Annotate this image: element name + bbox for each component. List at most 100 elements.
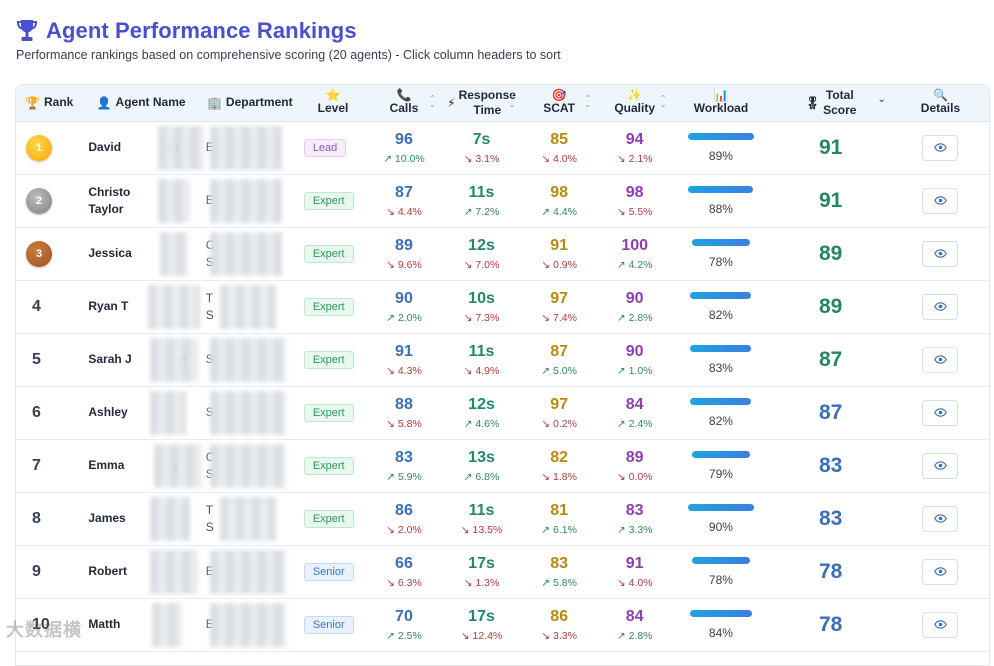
agent-name-second: Taylor (88, 201, 124, 216)
response-cell: 10s ↘ 7.3% (441, 280, 522, 334)
response-delta: ↘ 7.0% (442, 258, 522, 272)
table-row: 9 Robert E Senior 66 ↘ 6.3% 17s ↘ 1.3% 8… (16, 545, 989, 599)
level-cell: Expert (299, 439, 367, 493)
th-level-label: Level (317, 101, 349, 116)
quality-value: 84 (625, 395, 644, 413)
th-level[interactable]: ⭐ Level (299, 85, 367, 122)
redaction-blur (148, 284, 201, 329)
phone-icon: 📞 (396, 88, 412, 103)
quality-delta: ↗ 2.4% (597, 417, 673, 431)
th-agent-name[interactable]: 👤 Agent Name (82, 85, 200, 122)
view-details-button[interactable] (922, 187, 959, 214)
agent-name-first: James (88, 511, 126, 525)
scat-cell: 82 ↘ 1.8% (521, 439, 597, 493)
quality-value: 83 (625, 501, 644, 519)
th-total-score[interactable]: 🎖 Total Score ⌄ (769, 85, 892, 122)
details-cell (891, 280, 989, 334)
response-delta: ↘ 1.3% (442, 576, 522, 590)
quality-cell: 94 ↘ 2.1% (596, 121, 673, 175)
scat-delta: ↗ 5.8% (521, 576, 597, 590)
details-cell (891, 333, 989, 387)
table-row: 2 Christo Taylor E Expert 87 ↘ 4.4% 11s … (16, 174, 989, 228)
trend-up-icon: ↗ (386, 470, 395, 483)
calls-delta: ↘ 4.3% (366, 364, 442, 378)
view-details-button[interactable] (922, 134, 959, 161)
view-details-button[interactable] (922, 399, 959, 426)
th-rank[interactable]: 🏆 Rank (16, 85, 83, 122)
th-workload[interactable]: 📊 Workload (672, 85, 770, 122)
scat-cell: 97 ↘ 0.2% (521, 386, 597, 440)
scat-delta-value: 5.0% (553, 364, 577, 377)
scat-value: 97 (550, 289, 569, 307)
workload-cell: 83% (672, 333, 770, 387)
table-body: 1 Davidez E Lead 96 ↗ 10.0% 7s ↘ 3.1% 85… (16, 121, 989, 652)
quality-delta-value: 2.8% (628, 629, 653, 642)
redaction-blur (219, 496, 276, 541)
eye-icon (934, 408, 947, 417)
response-cell: 12s ↗ 4.6% (441, 386, 522, 440)
trend-down-icon: ↘ (541, 417, 551, 430)
scat-delta-value: 0.2% (553, 417, 577, 430)
view-details-button[interactable] (922, 611, 959, 638)
redaction-blur (160, 231, 189, 276)
workload-value: 79% (708, 466, 733, 481)
rank-medal-icon: 1 (26, 134, 52, 161)
level-cell: Lead (299, 121, 367, 175)
workload-cell: 89% (672, 121, 770, 175)
view-details-button[interactable] (922, 240, 959, 267)
th-agent-name-label: Agent Name (115, 95, 186, 110)
th-quality[interactable]: ✨ Quality ⌃ ⌄ (596, 85, 673, 122)
calls-cell: 83 ↗ 5.9% (366, 439, 442, 493)
quality-value: 90 (625, 289, 644, 307)
th-scat-label: SCAT (543, 101, 575, 116)
th-calls[interactable]: 📞 Calls ⌃ ⌄ (366, 85, 442, 122)
calls-value: 88 (395, 395, 413, 413)
th-department[interactable]: 🏢 Department (199, 85, 300, 122)
calls-value: 96 (395, 130, 413, 148)
workload-bar (690, 291, 752, 299)
agent-name-first: Robert (88, 564, 128, 578)
workload-bar (689, 609, 752, 617)
department-line-2: S (205, 307, 214, 322)
view-details-button[interactable] (922, 293, 959, 320)
eye-icon (934, 461, 947, 470)
scat-value: 82 (550, 448, 569, 466)
sort-arrows-icon: ⌃ ⌄ (659, 94, 667, 109)
th-workload-label: Workload (693, 101, 749, 116)
scat-delta-value: 4.0% (553, 152, 577, 165)
rank-cell: 7 (16, 439, 83, 493)
rank-number: 9 (32, 562, 41, 580)
agent-name-cell: James (82, 492, 200, 546)
scat-cell: 91 ↘ 0.9% (521, 227, 597, 281)
calls-delta-value: 9.6% (397, 258, 422, 271)
workload-cell: 84% (672, 598, 770, 652)
quality-value: 94 (625, 130, 644, 148)
response-delta-value: 7.2% (475, 205, 500, 218)
trend-down-icon: ↘ (616, 576, 626, 589)
th-response-label-1: Response (458, 87, 516, 102)
view-details-button[interactable] (922, 505, 959, 532)
th-scat[interactable]: 🎯 SCAT ⌃ ⌄ (521, 85, 597, 122)
trend-up-icon: ↗ (386, 311, 395, 324)
view-details-button[interactable] (922, 346, 959, 373)
response-value: 7s (472, 130, 491, 148)
redaction-blur (150, 390, 187, 435)
department-cell: S (199, 386, 300, 440)
scat-delta: ↘ 7.4% (521, 311, 597, 325)
table-row: 10 Matth E Senior 70 ↗ 2.5% 17s ↘ 12.4% … (16, 598, 989, 652)
rank-number: 4 (32, 297, 41, 315)
th-response-time[interactable]: ⚡ Response Time ⌃ ⌄ (441, 85, 522, 122)
table-row: 4 Ryan T T S Expert 90 ↗ 2.0% 10s ↘ 7.3%… (16, 280, 989, 334)
view-details-button[interactable] (922, 558, 959, 585)
building-icon: 🏢 (206, 95, 222, 110)
level-cell: Senior (299, 545, 367, 599)
agent-rankings-page: Agent Performance Rankings Performance r… (6, 18, 990, 666)
trend-down-icon: ↘ (386, 576, 395, 589)
medal-icon: 🎖 (804, 95, 821, 110)
person-icon: 👤 (96, 95, 112, 110)
workload-cell: 82% (672, 280, 770, 334)
scat-value: 98 (550, 183, 569, 201)
workload-value: 82% (708, 413, 733, 428)
view-details-button[interactable] (922, 452, 959, 479)
response-delta-value: 12.4% (472, 629, 503, 642)
